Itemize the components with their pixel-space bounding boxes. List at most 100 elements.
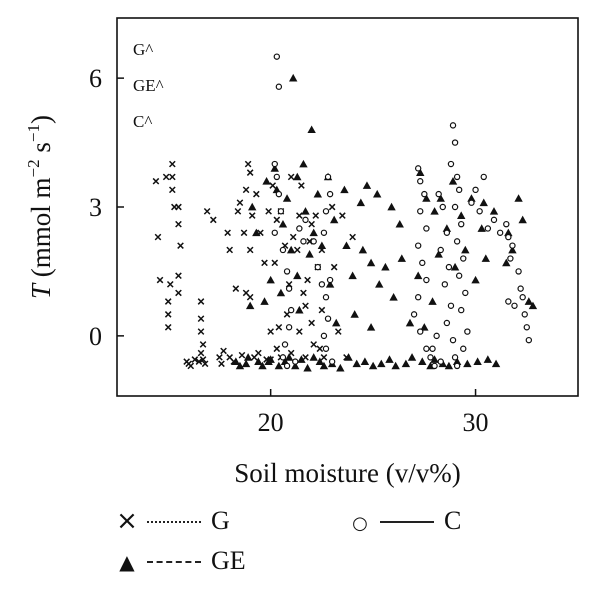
point-g-46 <box>246 169 254 176</box>
point-c-16 <box>296 225 303 232</box>
point-ge-95 <box>477 224 486 232</box>
point-c-14 <box>283 362 291 370</box>
point-ge-61 <box>377 359 386 368</box>
point-ge-43 <box>329 215 339 224</box>
point-ge-60 <box>375 280 384 288</box>
point-c-66 <box>462 289 469 297</box>
point-g-51 <box>252 190 260 198</box>
point-c-75 <box>484 225 492 232</box>
solid-line-icon <box>380 521 434 523</box>
point-ge-37 <box>315 357 325 365</box>
point-ge-38 <box>317 241 327 250</box>
point-ge-49 <box>348 271 357 280</box>
legend-label-ge: GE <box>211 546 246 575</box>
y-label-sup-2: −1 <box>24 124 43 142</box>
point-c-68 <box>464 328 471 335</box>
point-ge-85 <box>444 361 454 370</box>
point-g-90 <box>328 203 336 211</box>
point-g-35 <box>226 246 234 254</box>
point-g-20 <box>191 356 199 363</box>
point-g-23 <box>197 315 205 323</box>
point-g-93 <box>339 212 346 219</box>
x-marker-icon: × <box>116 506 138 536</box>
point-ge-47 <box>342 241 351 250</box>
point-c-26 <box>326 276 334 284</box>
dashed-line-icon <box>147 561 201 563</box>
point-g-14 <box>177 242 184 249</box>
x-tick-label-30: 30 <box>463 408 489 437</box>
point-ge-71 <box>407 353 417 361</box>
point-g-67 <box>283 311 291 318</box>
point-c-33 <box>417 178 424 185</box>
point-ge-78 <box>428 297 437 305</box>
point-c-67 <box>458 306 465 314</box>
point-g-12 <box>175 203 182 211</box>
y-label-sup-1: −2 <box>24 159 43 177</box>
point-ge-16 <box>274 361 284 370</box>
point-c-56 <box>449 122 457 129</box>
point-ge-7 <box>254 357 263 365</box>
point-ge-6 <box>252 228 261 237</box>
point-c-58 <box>447 160 455 168</box>
point-c-37 <box>414 242 422 249</box>
point-ge-99 <box>489 207 499 215</box>
point-ge-87 <box>450 262 460 271</box>
point-c-39 <box>423 276 430 284</box>
point-g-92 <box>334 328 342 335</box>
point-c-59 <box>453 173 461 181</box>
point-g-48 <box>246 293 254 301</box>
point-g-33 <box>220 347 227 355</box>
point-c-64 <box>460 255 467 262</box>
point-g-69 <box>287 173 295 181</box>
point-c-25 <box>320 229 328 236</box>
point-ge-92 <box>467 194 476 202</box>
point-c-3 <box>273 173 281 181</box>
point-c-85 <box>517 285 524 292</box>
point-g-1 <box>154 233 162 241</box>
point-c-0 <box>273 53 281 60</box>
circle-marker-icon: ○ <box>352 513 368 534</box>
point-c-91 <box>429 345 436 352</box>
point-g-28 <box>201 360 209 368</box>
point-c-44 <box>427 354 434 361</box>
point-ge-91 <box>463 359 472 368</box>
point-g-41 <box>238 351 246 359</box>
point-ge-24 <box>291 361 300 370</box>
annotation-1: GE^ <box>133 76 164 95</box>
point-ge-53 <box>358 245 368 254</box>
point-g-3 <box>162 173 170 181</box>
point-ge-4 <box>245 301 255 310</box>
point-g-59 <box>269 182 277 189</box>
point-c-32 <box>414 165 422 172</box>
point-g-19 <box>187 362 195 370</box>
point-c-65 <box>455 272 463 279</box>
point-g-21 <box>195 358 203 365</box>
point-ge-23 <box>289 73 298 82</box>
point-g-95 <box>349 233 356 241</box>
point-c-88 <box>523 324 530 331</box>
point-g-84 <box>312 212 320 219</box>
point-c-77 <box>496 229 504 236</box>
point-c-4 <box>275 190 283 198</box>
point-ge-98 <box>483 355 493 363</box>
point-c-17 <box>300 238 307 245</box>
triangle-marker-icon: ▲ <box>119 550 135 574</box>
point-ge-9 <box>260 297 269 305</box>
point-ge-32 <box>305 250 314 258</box>
point-c-60 <box>455 186 463 194</box>
point-ge-3 <box>243 353 253 361</box>
point-c-38 <box>419 259 426 267</box>
point-ge-89 <box>457 211 466 219</box>
point-ge-57 <box>366 323 376 331</box>
point-ge-10 <box>262 177 271 185</box>
point-ge-54 <box>360 357 370 365</box>
point-c-55 <box>451 354 459 361</box>
point-ge-74 <box>418 357 427 365</box>
point-g-6 <box>164 323 172 331</box>
point-g-9 <box>168 173 176 181</box>
point-ge-52 <box>356 198 366 207</box>
point-c-41 <box>410 311 418 318</box>
point-c-54 <box>449 336 457 344</box>
point-g-10 <box>168 186 176 194</box>
point-c-8 <box>283 268 291 275</box>
